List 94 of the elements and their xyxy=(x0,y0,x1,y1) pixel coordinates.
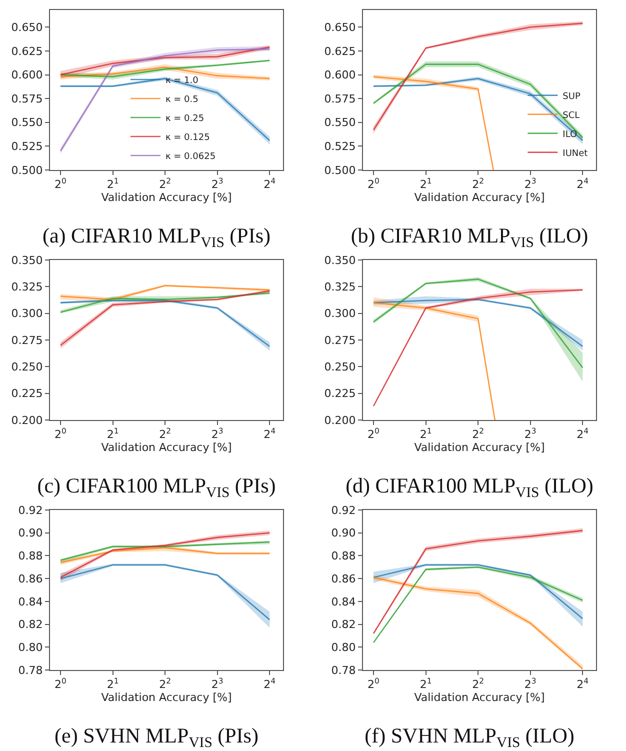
x-tick-label: 2$^{2}$ xyxy=(472,176,484,192)
y-tick-label: 0.78 xyxy=(331,664,356,677)
y-tick-label: 0.300 xyxy=(11,307,43,320)
legend-label: ILO xyxy=(562,130,578,140)
text: (b) CIFAR10 MLP$_{VIS}$ (ILO) xyxy=(350,224,588,251)
text: (e) SVHN MLP$_{VIS}$ (PIs) xyxy=(54,724,258,751)
x-tick-label: 2$^{1}$ xyxy=(106,426,119,442)
y-tick-label: 0.300 xyxy=(324,307,356,320)
x-tick-label: 2$^{4}$ xyxy=(264,676,276,692)
y-tick-label: 0.500 xyxy=(11,164,43,177)
y-tick-label: 0.625 xyxy=(324,44,356,58)
legend-label: IUNet xyxy=(562,148,588,159)
text: (c) CIFAR100 MLP$_{VIS}$ (PIs) xyxy=(37,474,276,501)
x-tick-label: 2$^{2}$ xyxy=(159,676,172,692)
x-axis-title: Validation Accuracy [%] xyxy=(101,191,232,204)
x-tick-label: 2$^{1}$ xyxy=(420,176,432,192)
y-tick-label: 0.90 xyxy=(18,526,43,540)
x-tick-label: 2$^{3}$ xyxy=(211,176,224,192)
y-tick-label: 0.650 xyxy=(11,20,43,34)
y-tick-label: 0.250 xyxy=(324,360,356,374)
legend-label: SUP xyxy=(562,92,581,102)
x-tick-label: 2$^{3}$ xyxy=(524,676,536,692)
x-axis-title: Validation Accuracy [%] xyxy=(414,191,545,204)
y-tick-label: 0.80 xyxy=(331,640,356,654)
text: (d) CIFAR100 MLP$_{VIS}$ (ILO) xyxy=(346,474,594,501)
y-tick-label: 0.350 xyxy=(11,254,43,267)
y-tick-label: 0.78 xyxy=(18,664,43,677)
x-axis-title: Validation Accuracy [%] xyxy=(414,441,545,454)
y-tick-label: 0.82 xyxy=(331,618,356,632)
y-tick-label: 0.625 xyxy=(11,44,43,58)
legend-label: SCL xyxy=(562,110,580,121)
x-tick-label: 2$^{4}$ xyxy=(576,676,589,692)
y-tick-label: 0.88 xyxy=(18,550,43,563)
y-tick-label: 0.525 xyxy=(11,140,43,154)
y-tick-label: 0.84 xyxy=(331,595,356,608)
y-tick-label: 0.225 xyxy=(324,387,356,400)
y-tick-label: 0.250 xyxy=(11,360,43,374)
x-tick-label: 2$^{4}$ xyxy=(264,426,276,442)
y-tick-label: 0.86 xyxy=(18,572,43,586)
x-tick-label: 2$^{0}$ xyxy=(368,426,380,442)
x-tick-label: 2$^{3}$ xyxy=(524,426,536,442)
x-tick-label: 2$^{1}$ xyxy=(420,426,432,442)
y-tick-label: 0.575 xyxy=(11,92,43,106)
y-tick-label: 0.575 xyxy=(324,92,356,106)
x-tick-label: 2$^{2}$ xyxy=(159,426,172,442)
y-tick-label: 0.325 xyxy=(324,280,356,294)
y-tick-label: 0.88 xyxy=(331,550,356,563)
y-tick-label: 0.525 xyxy=(324,140,356,154)
x-tick-label: 2$^{3}$ xyxy=(211,676,224,692)
x-tick-label: 2$^{1}$ xyxy=(106,176,119,192)
x-tick-label: 2$^{4}$ xyxy=(576,426,589,442)
x-tick-label: 2$^{0}$ xyxy=(54,426,67,442)
legend-label: κ = 0.5 xyxy=(165,95,198,106)
y-tick-label: 0.325 xyxy=(11,280,43,294)
legend-label: κ = 0.0625 xyxy=(165,152,216,162)
y-tick-label: 0.275 xyxy=(11,334,43,347)
x-tick-label: 2$^{2}$ xyxy=(472,676,484,692)
x-tick-label: 2$^{2}$ xyxy=(159,176,172,192)
x-tick-label: 2$^{4}$ xyxy=(576,176,589,192)
x-tick-label: 2$^{0}$ xyxy=(54,676,67,692)
y-tick-label: 0.650 xyxy=(324,20,356,34)
y-tick-label: 0.84 xyxy=(18,595,43,608)
legend-label: κ = 0.125 xyxy=(165,133,210,144)
y-tick-label: 0.86 xyxy=(331,572,356,586)
x-axis-title: Validation Accuracy [%] xyxy=(101,691,232,704)
y-tick-label: 0.82 xyxy=(18,618,43,632)
x-tick-label: 2$^{1}$ xyxy=(420,676,432,692)
y-tick-label: 0.200 xyxy=(324,414,356,427)
x-tick-label: 2$^{1}$ xyxy=(106,676,119,692)
text: (f) SVHN MLP$_{VIS}$ (ILO) xyxy=(364,724,574,751)
x-tick-label: 2$^{2}$ xyxy=(472,426,484,442)
y-tick-label: 0.225 xyxy=(11,387,43,400)
y-tick-label: 0.200 xyxy=(11,414,43,427)
text: (a) CIFAR10 MLP$_{VIS}$ (PIs) xyxy=(42,224,271,251)
y-tick-label: 0.600 xyxy=(324,68,356,82)
x-axis-title: Validation Accuracy [%] xyxy=(101,441,232,454)
y-tick-label: 0.500 xyxy=(324,164,356,177)
x-axis-title: Validation Accuracy [%] xyxy=(414,691,545,704)
x-tick-label: 2$^{0}$ xyxy=(54,176,67,192)
y-tick-label: 0.90 xyxy=(331,526,356,540)
x-tick-label: 2$^{3}$ xyxy=(524,176,536,192)
x-tick-label: 2$^{0}$ xyxy=(368,676,380,692)
y-tick-label: 0.275 xyxy=(324,334,356,347)
x-tick-label: 2$^{0}$ xyxy=(368,176,380,192)
y-tick-label: 0.92 xyxy=(331,504,356,517)
y-tick-label: 0.550 xyxy=(11,116,43,130)
x-tick-label: 2$^{4}$ xyxy=(264,176,276,192)
x-tick-label: 2$^{3}$ xyxy=(211,426,224,442)
y-tick-label: 0.600 xyxy=(11,68,43,82)
y-tick-label: 0.550 xyxy=(324,116,356,130)
y-tick-label: 0.350 xyxy=(324,254,356,267)
y-tick-label: 0.80 xyxy=(18,640,43,654)
legend-label: κ = 0.25 xyxy=(165,114,204,124)
y-tick-label: 0.92 xyxy=(18,504,43,517)
